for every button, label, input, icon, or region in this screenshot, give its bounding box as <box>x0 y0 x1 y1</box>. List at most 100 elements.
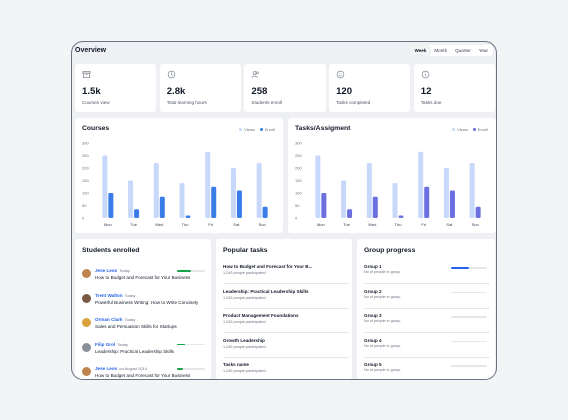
y-tick-label: 0 <box>295 215 298 220</box>
task-row[interactable]: Leadership: Practical Leadership Skills 1… <box>223 287 349 309</box>
group-row[interactable]: Group 1 No of people in group <box>364 262 490 284</box>
x-tick-label: Tue <box>130 222 138 227</box>
stat-label: Students enroll <box>251 100 283 105</box>
task-participants: 1,245 people participated <box>223 369 266 373</box>
group-name: Group 1 <box>364 264 382 269</box>
legend-label: Views <box>457 127 468 132</box>
group-name: Group 4 <box>364 337 382 343</box>
stat-value: 12 <box>420 86 432 97</box>
legend-enroll: Enroll <box>259 127 275 132</box>
task-row[interactable]: Product Management Foundations 1,245 peop… <box>223 311 349 333</box>
bar-enroll-fri <box>211 186 217 218</box>
tab-year[interactable]: Year <box>478 48 488 53</box>
stat-card-tasks-completed: 120 Tasks completed <box>329 64 411 112</box>
student-enrolled-when: Today <box>124 317 136 322</box>
group-row[interactable]: Group 2 No of people in group <box>364 287 490 309</box>
bar-enroll-thu <box>185 215 191 218</box>
student-course: Sales and Persuasion Skills for Startups <box>95 324 177 329</box>
bar-views-sat <box>230 168 236 218</box>
student-name[interactable]: Jese Leos Today <box>95 268 130 273</box>
bar-enroll-sun <box>475 206 481 218</box>
student-name[interactable]: Filip Grol Today <box>95 342 128 347</box>
y-tick-label: 300 <box>295 140 302 145</box>
x-tick-label: Mon <box>104 222 112 227</box>
tab-month[interactable]: Month <box>434 48 448 53</box>
student-name[interactable]: Trent Walton Today <box>95 293 135 298</box>
student-progress-bar <box>177 368 205 370</box>
chart-legend: Views Enroll <box>452 127 488 132</box>
tab-week[interactable]: Week <box>410 46 431 55</box>
avatar <box>82 342 91 352</box>
bar-views-thu <box>392 183 398 218</box>
legend-enroll: Enroll <box>472 127 488 132</box>
bar-enroll-sat <box>449 190 455 218</box>
student-row[interactable]: Trent Walton Today Powerful Business Writi… <box>82 292 207 310</box>
student-name-text: Trent Walton <box>95 292 123 298</box>
student-course: Leadership: Practical Leadership Skills <box>95 348 174 354</box>
page-title: Overview <box>75 47 107 54</box>
bar-views-sat <box>443 168 449 218</box>
x-tick-label: Sat <box>446 222 453 227</box>
y-tick-label: 50 <box>295 203 300 208</box>
task-row[interactable]: Growth Leadership 1,245 people participat… <box>223 336 349 358</box>
task-row[interactable]: Tasks name 1,245 people participated <box>223 360 349 379</box>
courses-bar-chart: 0 50 100 150 200 250 300 Mon Tue Wed Thu Fri Sat Sun <box>82 140 268 227</box>
x-tick-label: Sun <box>472 222 479 227</box>
group-subtitle: No of people in group <box>364 368 401 372</box>
x-tick-label: Tue <box>343 222 351 227</box>
y-tick-label: 150 <box>295 178 302 183</box>
task-participants: 1,245 people participated <box>223 320 266 324</box>
group-row[interactable]: Group 5 No of people in group <box>364 360 490 379</box>
bar-enroll-wed <box>159 196 165 218</box>
clock-icon <box>167 70 175 79</box>
card-title: Students enrolled <box>82 247 140 254</box>
legend-swatch <box>472 128 476 131</box>
task-participants: 1,245 people participated <box>223 344 266 349</box>
task-row[interactable]: How to Budget and Forecast for Your B...… <box>223 262 349 284</box>
student-course: How to Budget and Forecast for Your Busi… <box>95 373 191 378</box>
bar-views-tue <box>128 180 134 218</box>
group-row[interactable]: Group 4 No of people in group <box>364 336 490 358</box>
stat-value: 1.5k <box>82 86 101 97</box>
popular-tasks-card: Popular tasks How to Budget and Forecast… <box>216 239 352 379</box>
y-tick-label: 200 <box>295 165 302 170</box>
bar-views-sun <box>469 163 475 218</box>
student-row[interactable]: Jese Leos on August 2014 How to Budget and… <box>82 365 207 379</box>
student-name[interactable]: Jese Leos on August 2014 <box>95 366 147 371</box>
card-title: Popular tasks <box>223 247 268 254</box>
group-progress-bar <box>451 365 487 367</box>
legend-label: Enroll <box>264 127 275 132</box>
y-tick-label: 250 <box>82 153 89 158</box>
bar-views-fri <box>205 151 211 218</box>
avatar <box>82 293 91 303</box>
stat-card-courses-view: 1.5k Courses view <box>75 64 157 112</box>
bar-views-thu <box>179 183 185 218</box>
group-subtitle: No of people in group <box>364 343 401 348</box>
progress-fill <box>177 343 186 346</box>
tab-quarter[interactable]: Quarter <box>455 48 471 53</box>
bar-enroll-sat <box>236 190 242 218</box>
student-row[interactable]: Orman Clark Today Sales and Persuasion Ski… <box>82 316 207 334</box>
y-tick-label: 150 <box>82 178 89 183</box>
chart-title: Tasks/Assigment <box>295 125 351 132</box>
smile-icon <box>336 70 345 79</box>
student-course: How to Budget and Forecast for Your Busi… <box>95 275 191 280</box>
archive-icon <box>82 71 91 78</box>
group-name: Group 3 <box>364 313 382 318</box>
y-tick-label: 250 <box>295 153 302 158</box>
bar-views-mon <box>315 155 321 218</box>
courses-chart-card: Courses Views Enroll 0 50 100 150 200 250 300 M… <box>75 118 283 233</box>
student-row[interactable]: Jese Leos Today How to Budget and Forecast… <box>82 267 207 285</box>
task-name: Tasks name <box>223 362 249 367</box>
group-name: Group 2 <box>364 288 382 294</box>
progress-fill <box>177 270 191 272</box>
group-subtitle: No of people in group <box>364 294 401 299</box>
student-name[interactable]: Orman Clark Today <box>95 317 135 322</box>
group-row[interactable]: Group 3 No of people in group <box>364 311 490 333</box>
x-tick-label: Sun <box>259 222 266 227</box>
stat-card-students-enroll: 258 Students enroll <box>244 64 326 112</box>
task-name: Growth Leadership <box>223 337 265 343</box>
student-row[interactable]: Filip Grol Today Leadership: Practical Lea… <box>82 341 207 359</box>
group-progress-bar <box>451 291 487 294</box>
stat-value: 2.8k <box>166 86 186 97</box>
